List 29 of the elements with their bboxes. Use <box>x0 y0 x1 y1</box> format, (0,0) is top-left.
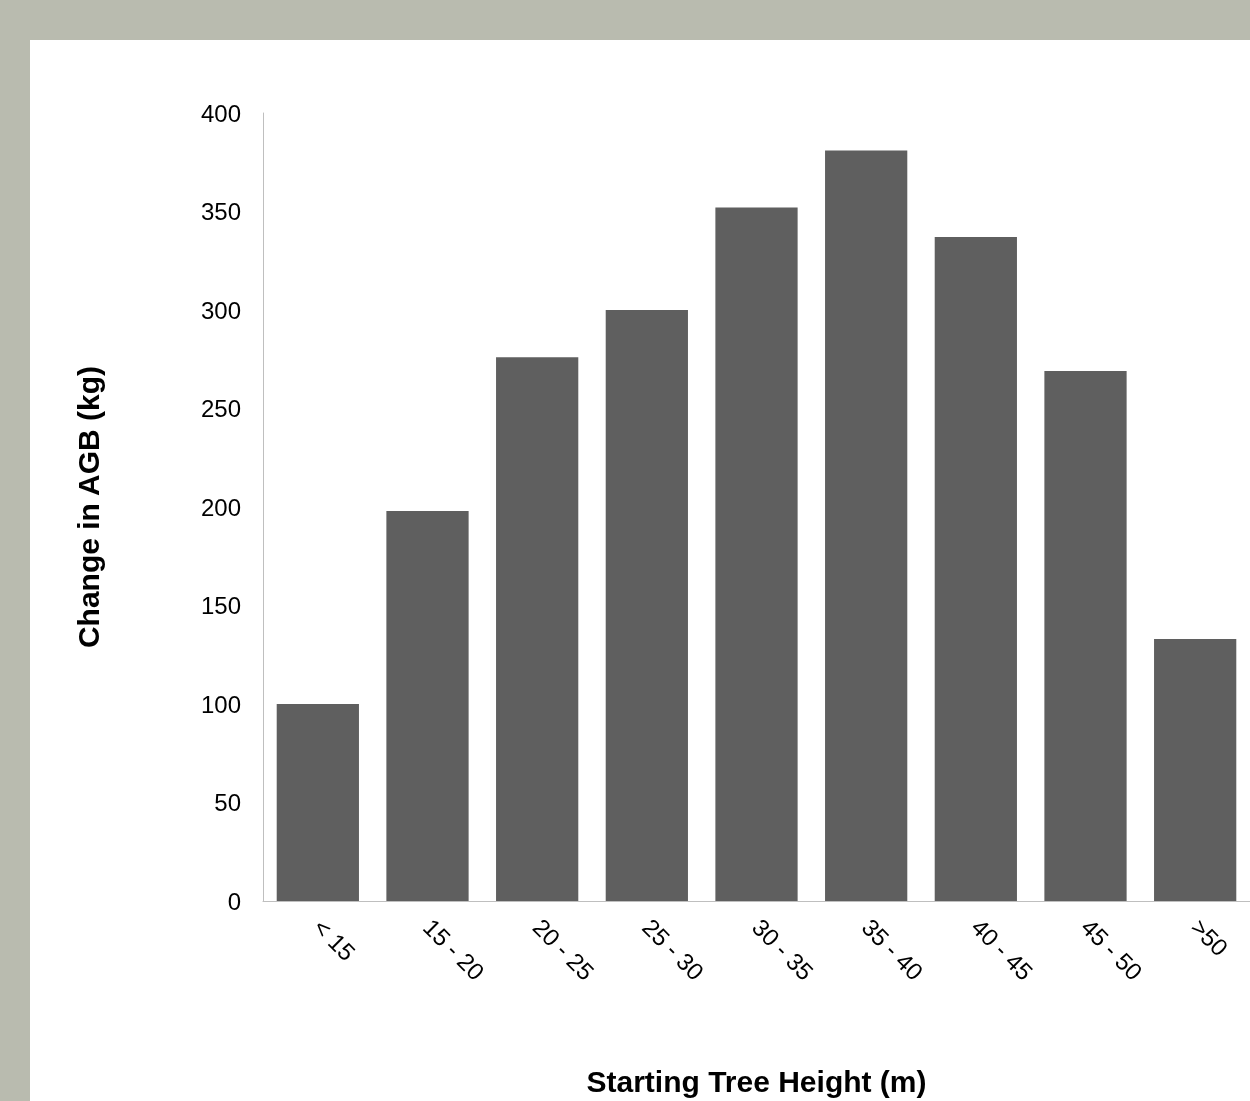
x-tick-label: 25 - 30 <box>637 913 710 986</box>
bar <box>825 150 908 901</box>
y-tick-label: 100 <box>200 690 241 718</box>
bar <box>1044 371 1127 901</box>
x-tick-label: 45 - 50 <box>1075 913 1148 986</box>
y-tick-label: 400 <box>200 99 241 127</box>
y-axis-title: Change in AGB (kg) <box>71 365 105 649</box>
y-tick-label: 150 <box>200 592 241 619</box>
y-tick-label: 50 <box>214 789 241 816</box>
y-tick-label: 200 <box>200 493 241 521</box>
x-tick-label: 35 - 40 <box>856 913 929 986</box>
bar <box>715 207 798 901</box>
x-tick-label: 40 - 45 <box>966 913 1039 986</box>
bar <box>386 510 469 901</box>
bar <box>605 310 688 901</box>
x-axis-title: Starting Tree Height (m) <box>586 1064 927 1098</box>
x-tick-label: 15 - 20 <box>417 913 490 986</box>
x-tick-label: 20 - 25 <box>527 913 600 986</box>
x-tick-label: < 15 <box>308 913 361 967</box>
y-tick-label: 0 <box>227 887 241 915</box>
y-tick-label: 250 <box>200 395 241 422</box>
x-tick-label: >50 <box>1185 913 1234 962</box>
bar <box>496 357 579 901</box>
x-tick-label: 30 - 35 <box>746 913 819 986</box>
y-tick-label: 350 <box>200 198 241 225</box>
y-tick-label: 300 <box>200 296 241 324</box>
bar <box>1154 638 1237 901</box>
bar <box>276 704 359 901</box>
bar <box>934 237 1017 901</box>
